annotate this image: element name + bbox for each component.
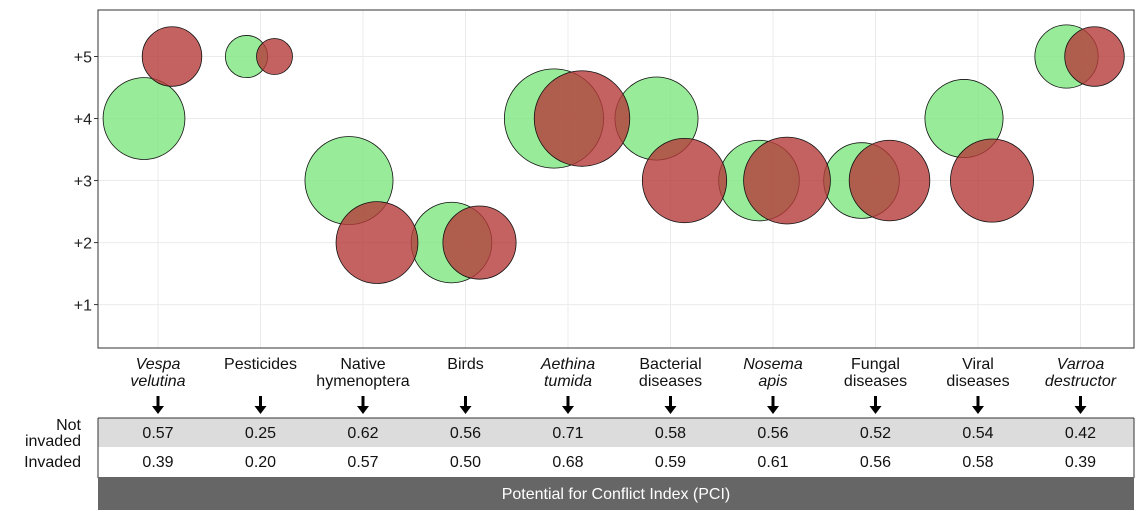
table-cell: 0.57 xyxy=(347,454,378,471)
category-label: Native xyxy=(340,356,385,373)
row-label: Not xyxy=(56,417,81,434)
category-label: Varroa xyxy=(1057,356,1105,373)
table-cell: 0.68 xyxy=(552,454,583,471)
category-label: Viral xyxy=(962,356,994,373)
bubble-invaded xyxy=(335,201,419,284)
category-label: tumida xyxy=(544,373,592,390)
table-row-band xyxy=(98,447,1134,476)
category-label: Fungal xyxy=(851,356,900,373)
category-label: Aethina xyxy=(540,356,595,373)
bubble-invaded xyxy=(256,38,293,75)
down-arrow-head-icon xyxy=(459,406,472,414)
plot-border xyxy=(97,9,1135,349)
footer-strip xyxy=(98,477,1134,510)
down-arrow-head-icon xyxy=(254,406,267,414)
bubble-invaded xyxy=(743,136,831,225)
down-arrow-head-icon xyxy=(972,406,984,414)
table-cell: 0.39 xyxy=(142,454,173,471)
category-label: diseases xyxy=(844,373,907,390)
category-label: Bacterial xyxy=(639,356,701,373)
y-tick-label: +3 xyxy=(74,174,92,191)
bubble-invaded xyxy=(848,139,931,222)
down-arrow-head-icon xyxy=(562,406,574,414)
row-label: Invaded xyxy=(24,454,81,471)
category-label: velutina xyxy=(130,373,185,390)
y-tick-label: +1 xyxy=(74,298,92,315)
y-tick-label: +5 xyxy=(74,50,92,67)
category-label: Birds xyxy=(447,356,483,373)
table-cell: 0.59 xyxy=(655,454,686,471)
table-cell: 0.56 xyxy=(860,454,891,471)
category-label: hymenoptera xyxy=(316,373,409,390)
bubble-invaded xyxy=(533,70,631,167)
table-cell: 0.52 xyxy=(860,425,891,442)
category-label: Vespa xyxy=(136,356,181,373)
down-arrow-head-icon xyxy=(152,406,164,414)
down-arrow-head-icon xyxy=(1074,406,1087,414)
category-label: diseases xyxy=(946,373,1009,390)
table-cell: 0.39 xyxy=(1065,454,1096,471)
down-arrow-head-icon xyxy=(869,406,882,414)
category-label: apis xyxy=(758,373,787,390)
table-row-band xyxy=(98,418,1134,447)
category-label: destructor xyxy=(1045,373,1117,390)
bubble-not-invaded xyxy=(102,77,186,160)
down-arrow-head-icon xyxy=(664,406,677,414)
bubble-invaded xyxy=(641,137,728,224)
y-tick-label: +4 xyxy=(74,112,92,129)
category-label: diseases xyxy=(639,373,702,390)
table-cell: 0.57 xyxy=(142,425,173,442)
row-label: invaded xyxy=(25,433,81,450)
table-cell: 0.71 xyxy=(552,425,583,442)
bubble-invaded xyxy=(950,138,1034,223)
table-cell: 0.56 xyxy=(757,425,788,442)
table-cell: 0.25 xyxy=(245,425,276,442)
down-arrow-head-icon xyxy=(767,406,779,414)
table-cell: 0.62 xyxy=(347,425,378,442)
footer-label: Potential for Conflict Index (PCI) xyxy=(502,486,731,503)
table-cell: 0.58 xyxy=(655,425,686,442)
table-cell: 0.50 xyxy=(450,454,481,471)
table-cell: 0.20 xyxy=(245,454,276,471)
table-cell: 0.54 xyxy=(962,425,993,442)
bubble-invaded xyxy=(141,26,203,87)
category-label: Nosema xyxy=(743,356,803,373)
table-cell: 0.61 xyxy=(757,454,788,471)
table-cell: 0.58 xyxy=(962,454,993,471)
y-tick-label: +2 xyxy=(74,236,92,253)
table-cell: 0.42 xyxy=(1065,425,1096,442)
down-arrow-head-icon xyxy=(357,406,369,414)
bubble-invaded xyxy=(442,205,517,280)
table-cell: 0.56 xyxy=(450,425,481,442)
bubble-invaded xyxy=(1064,26,1125,87)
category-label: Pesticides xyxy=(224,356,297,373)
